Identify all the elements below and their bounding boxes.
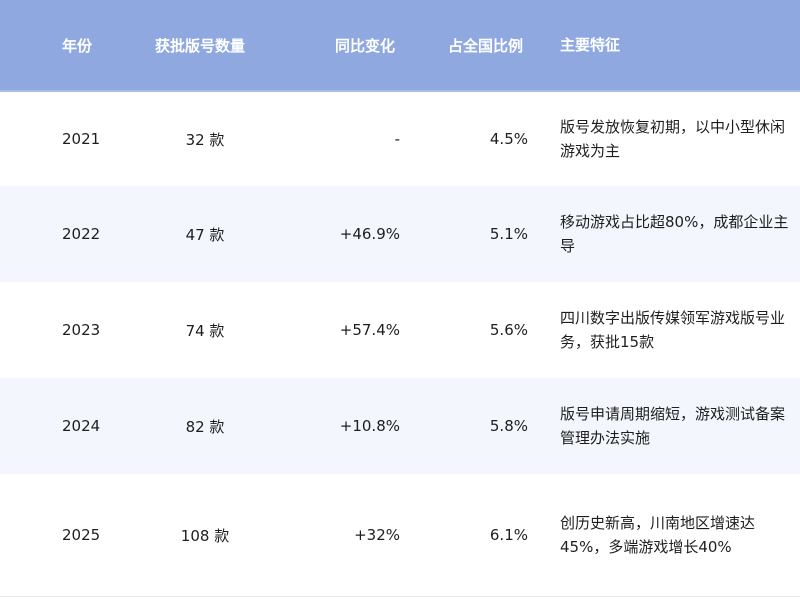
table-row: 2024 82 款 +10.8% 5.8% 版号申请周期缩短，游戏测试备案管理办… — [0, 378, 800, 474]
yoy-cell: - — [394, 130, 400, 148]
table-row: 2021 32 款 - 4.5% 版号发放恢复初期，以中小型休闲游戏为主 — [0, 92, 800, 186]
year-cell: 2023 — [62, 321, 101, 339]
share-cell: 5.1% — [489, 225, 528, 243]
feature-cell: 创历史新高，川南地区增速达45%，多端游戏增长40% — [560, 514, 756, 556]
header-share: 占全国比例 — [448, 36, 524, 55]
table-row: 2023 74 款 +57.4% 5.6% 四川数字出版传媒领军游戏版号业务，获… — [0, 282, 800, 378]
count-cell: 47 款 — [185, 225, 225, 244]
share-cell: 4.5% — [489, 130, 528, 148]
yoy-cell: +46.9% — [339, 225, 400, 243]
year-cell: 2025 — [62, 526, 101, 544]
count-cell: 82 款 — [185, 417, 225, 436]
feature-cell: 四川数字出版传媒领军游戏版号业务，获批15款 — [560, 309, 786, 351]
yoy-cell: +32% — [354, 526, 400, 544]
feature-cell: 版号发放恢复初期，以中小型休闲游戏为主 — [560, 118, 786, 160]
header-count: 获批版号数量 — [155, 36, 246, 55]
table-row: 2025 108 款 +32% 6.1% 创历史新高，川南地区增速达45%，多端… — [0, 474, 800, 597]
count-cell: 32 款 — [185, 130, 225, 149]
share-cell: 6.1% — [489, 526, 528, 544]
count-cell: 74 款 — [185, 321, 225, 340]
feature-cell: 移动游戏占比超80%，成都企业主导 — [560, 213, 789, 255]
yoy-cell: +57.4% — [339, 321, 400, 339]
count-cell: 108 款 — [180, 526, 230, 545]
feature-cell: 版号申请周期缩短，游戏测试备案管理办法实施 — [560, 405, 786, 447]
share-cell: 5.8% — [489, 417, 528, 435]
yoy-cell: +10.8% — [339, 417, 400, 435]
table-row: 2022 47 款 +46.9% 5.1% 移动游戏占比超80%，成都企业主导 — [0, 186, 800, 282]
table-header: 年份 获批版号数量 同比变化 占全国比例 主要特征 — [0, 0, 800, 92]
share-cell: 5.6% — [489, 321, 528, 339]
year-cell: 2024 — [62, 417, 101, 435]
year-cell: 2021 — [62, 130, 101, 148]
header-year: 年份 — [62, 36, 93, 55]
year-cell: 2022 — [62, 225, 101, 243]
header-yoy: 同比变化 — [335, 36, 396, 55]
header-feature: 主要特征 — [560, 36, 621, 54]
